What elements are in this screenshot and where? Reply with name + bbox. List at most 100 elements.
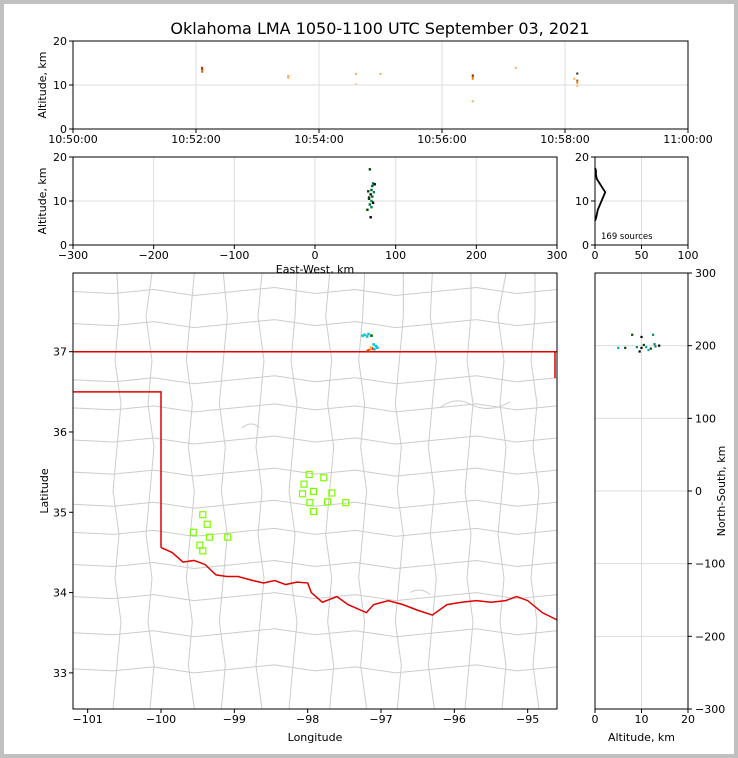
county-line <box>241 400 510 595</box>
plan-view-ytick: 36 <box>53 426 67 439</box>
source-point <box>367 332 370 336</box>
plan-view-xtick: −95 <box>516 713 539 726</box>
ew-height-point <box>367 190 370 193</box>
state-border-red-river <box>160 546 558 621</box>
alt-hist-xtick: 0 <box>592 249 599 262</box>
time-height-point <box>471 74 474 77</box>
alt-ns-ytick: −100 <box>695 558 725 571</box>
alt-ns-point <box>647 348 650 352</box>
ew-height-ytick: 0 <box>60 239 67 252</box>
alt-hist-ytick: 20 <box>575 151 589 164</box>
time-height-point <box>287 76 290 79</box>
time-height-point <box>576 79 579 82</box>
station-marker <box>224 533 232 541</box>
plan-view-panel: −101 −100 −99 −98 −97 −96 −95 33 34 35 36 37 Longitu… <box>38 272 558 744</box>
county-line <box>427 272 437 710</box>
source-point <box>374 344 378 348</box>
ew-height-ylabel: Altitude, km <box>36 167 49 234</box>
time-height-point <box>379 73 382 75</box>
time-height-point <box>201 70 204 73</box>
county-line <box>325 272 335 710</box>
alt-ns-point <box>654 345 657 348</box>
alt-ns-ytick: 100 <box>695 412 716 425</box>
county-line <box>358 272 368 710</box>
county-line <box>72 592 558 602</box>
figure-frame: Oklahoma LMA 1050-1100 UTC September 03,… <box>4 4 734 754</box>
time-height-point <box>471 100 474 103</box>
ew-height-point <box>367 197 371 200</box>
station-marker <box>328 489 336 497</box>
ew-height-point <box>370 188 373 192</box>
time-height-point <box>201 66 204 69</box>
station-marker <box>199 511 207 519</box>
station-marker <box>306 499 314 507</box>
station-marker <box>342 499 350 507</box>
ew-height-xtick: 200 <box>466 249 487 262</box>
plan-view-xtick: −97 <box>369 713 392 726</box>
time-height-xtick: 10:52:00 <box>171 133 220 146</box>
figure-canvas: Oklahoma LMA 1050-1100 UTC September 03,… <box>36 19 728 744</box>
plan-view-ytick: 35 <box>53 506 67 519</box>
county-line <box>255 272 265 710</box>
time-height-point <box>576 72 579 75</box>
time-height-point <box>576 84 579 87</box>
county-line <box>72 319 558 329</box>
source-point <box>370 334 373 337</box>
county-line <box>497 272 507 710</box>
alt-hist-annotation: 169 sources <box>601 232 653 242</box>
figure-title: Oklahoma LMA 1050-1100 UTC September 03,… <box>170 19 589 38</box>
alt-hist-ytick: 0 <box>582 239 589 252</box>
alt-ns-point <box>640 335 643 339</box>
alt-ns-point <box>631 333 634 336</box>
county-line <box>72 467 558 477</box>
county-line <box>72 286 558 296</box>
source-point <box>366 349 370 353</box>
plan-view-xtick: −96 <box>443 713 466 726</box>
alt-ns-point <box>649 347 652 350</box>
ew-height-xtick: 0 <box>312 249 319 262</box>
county-line <box>72 375 558 385</box>
time-height-point <box>514 66 517 69</box>
alt-ns-xtick: 20 <box>681 713 695 726</box>
plan-view-ylabel: Latitude <box>38 468 51 514</box>
county-line <box>72 403 558 413</box>
time-height-point <box>576 81 579 84</box>
time-height-point <box>471 77 474 80</box>
county-line <box>72 559 558 569</box>
plan-view-xtick: −100 <box>146 713 176 726</box>
time-height-panel: 10:50:00 10:52:00 10:54:00 10:56:00 10:58:00… <box>36 35 713 146</box>
alt-hist-xtick: 50 <box>635 249 649 262</box>
county-line <box>72 435 558 445</box>
county-line <box>72 527 558 537</box>
source-point <box>365 335 369 338</box>
plan-view-ytick: 37 <box>53 346 67 359</box>
station-marker <box>298 490 307 498</box>
ew-height-xtick: −300 <box>58 249 88 262</box>
plan-view-ytick: 33 <box>53 667 67 680</box>
source-point <box>369 346 373 349</box>
source-point <box>372 343 375 346</box>
alt-ns-ytick: 300 <box>695 267 716 280</box>
county-line <box>72 664 558 674</box>
county-lines <box>72 272 558 710</box>
alt-hist-line <box>594 167 607 222</box>
alt-ns-point <box>617 346 620 349</box>
time-height-point <box>201 68 204 71</box>
ew-height-point <box>368 168 372 171</box>
station-marker <box>320 474 328 482</box>
county-line <box>288 272 298 710</box>
ew-height-xtick: −200 <box>139 249 169 262</box>
alt-ns-point <box>653 343 656 346</box>
county-line <box>145 272 155 710</box>
alt-ns-ytick: 200 <box>695 340 716 353</box>
alt-ns-point <box>652 333 655 336</box>
time-height-point <box>471 75 474 78</box>
plan-view-xlabel: Longitude <box>288 731 343 744</box>
alt-hist-xtick: 100 <box>678 249 699 262</box>
time-height-xtick: 10:54:00 <box>294 133 343 146</box>
alt-ns-point <box>635 346 638 349</box>
alt-ns-point <box>645 346 648 349</box>
source-point <box>363 333 367 337</box>
ew-height-point <box>371 201 375 204</box>
source-point <box>373 347 376 351</box>
